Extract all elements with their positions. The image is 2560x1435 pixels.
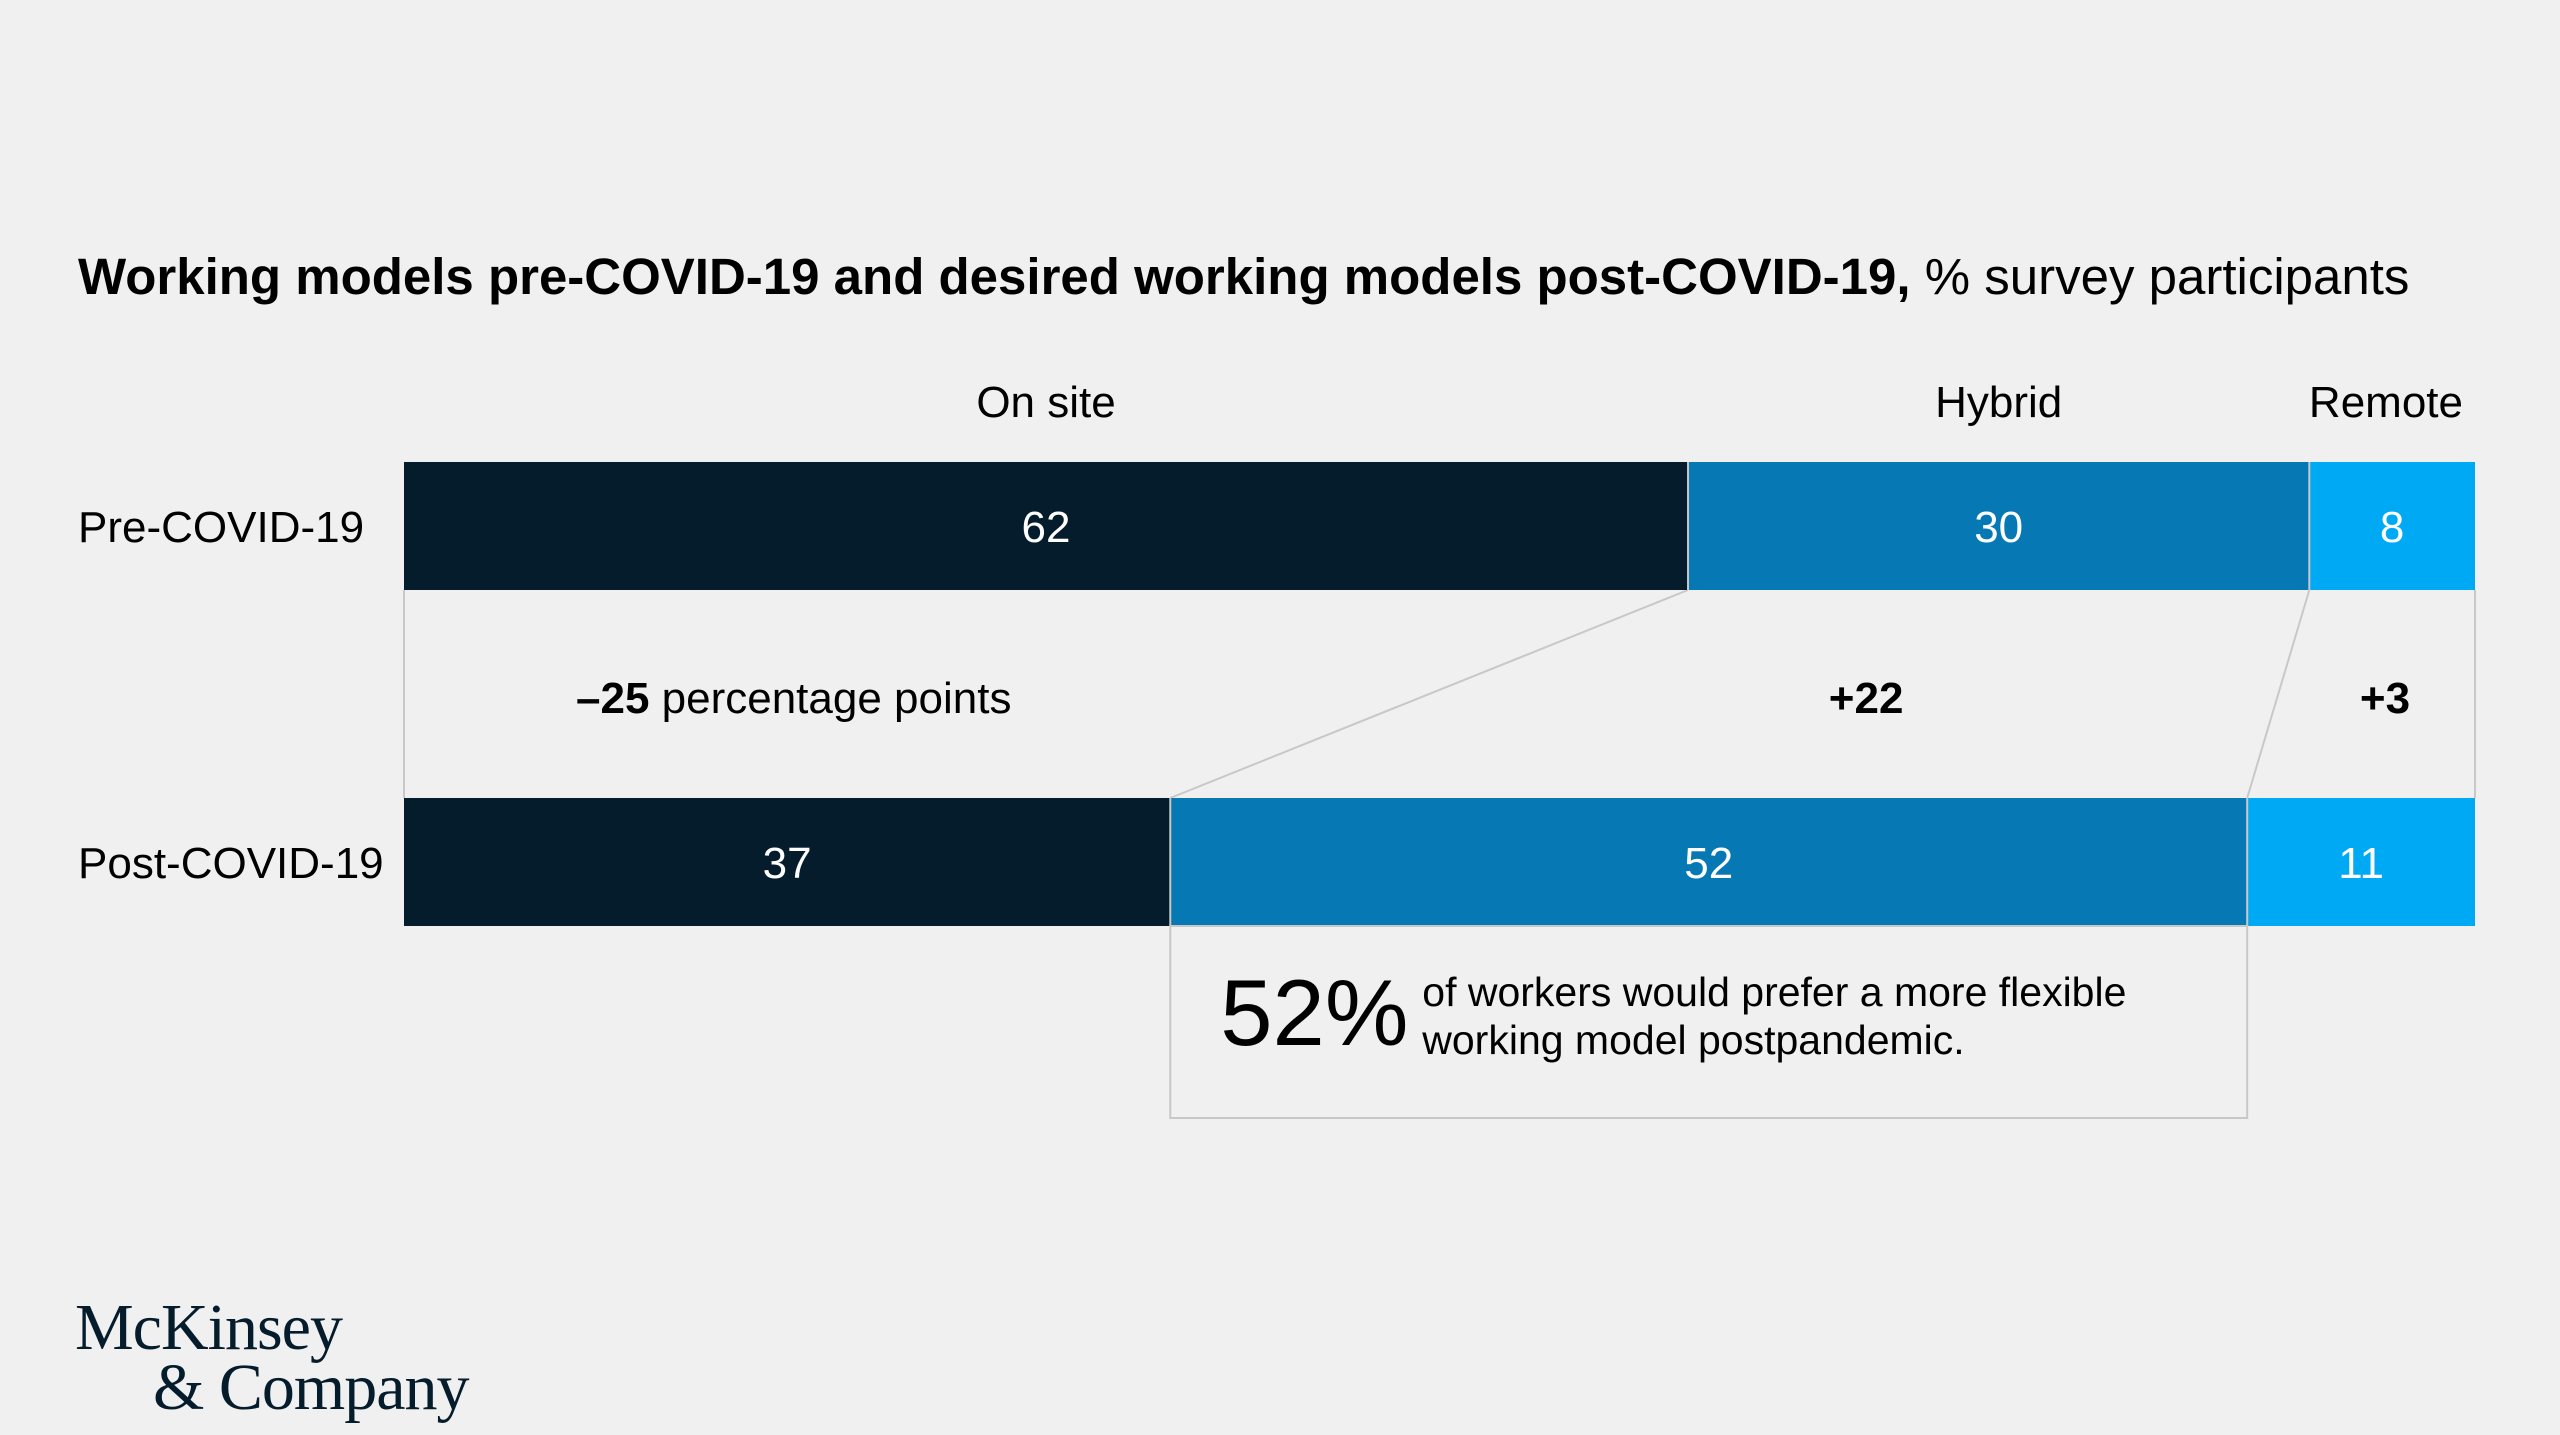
- connector-hybrid: [2246, 589, 2311, 799]
- mckinsey-logo: McKinsey & Company: [75, 1291, 469, 1424]
- chart-title: Working models pre-COVID-19 and desired …: [78, 246, 2409, 308]
- value-label-on-site-post-covid-19: 37: [763, 839, 812, 888]
- bar-remote-pre-covid-19: [2309, 462, 2475, 590]
- bar-hybrid-pre-covid-19: [1688, 462, 2310, 590]
- change-value-hybrid: +22: [1829, 674, 1904, 723]
- change-suffix-on-site: percentage points: [649, 674, 1011, 723]
- series-label-on-site: On site: [976, 378, 1115, 427]
- logo-line-1: McKinsey: [75, 1291, 343, 1364]
- bar-remote-post-covid-19: [2247, 798, 2475, 926]
- change-label-on-site: –25 percentage points: [576, 674, 1011, 723]
- logo-line-2: & Company: [153, 1351, 469, 1424]
- change-label-remote: +3: [2360, 674, 2410, 723]
- change-connectors: [403, 589, 2476, 799]
- bar-on-site-post-covid-19: [404, 798, 1171, 926]
- value-label-hybrid-post-covid-19: 52: [1684, 839, 1733, 888]
- callout-frame: [1169, 925, 2249, 1119]
- chart-title-unit: % survey participants: [1924, 248, 2410, 305]
- labels: Pre-COVID-19 62 30 8 Post-COVID-19 37 52 11 On s…: [78, 378, 2463, 888]
- change-value-remote: +3: [2360, 674, 2410, 723]
- callout-value: 52%: [1220, 960, 1408, 1065]
- connector-on-site: [1169, 589, 1689, 799]
- series-label-hybrid: Hybrid: [1935, 378, 2062, 427]
- bars: [404, 462, 2475, 926]
- series-label-remote: Remote: [2309, 378, 2463, 427]
- chart-title-main: Working models pre-COVID-19 and desired …: [78, 248, 1911, 305]
- value-label-on-site-pre-covid-19: 62: [1022, 503, 1071, 552]
- value-label-remote-post-covid-19: 11: [2338, 839, 2384, 888]
- change-label-hybrid: +22: [1829, 674, 1904, 723]
- value-label-hybrid-pre-covid-19: 30: [1974, 503, 2023, 552]
- callout-text-line-1: of workers would prefer a more flexible: [1422, 969, 2126, 1015]
- row-label-pre-covid-19: Pre-COVID-19: [78, 503, 364, 552]
- callout-box: 52% of workers would prefer a more flexib…: [1169, 925, 2249, 1119]
- bar-on-site-pre-covid-19: [404, 462, 1689, 590]
- value-label-remote-pre-covid-19: 8: [2380, 503, 2404, 552]
- change-value-on-site: –25: [576, 674, 649, 723]
- callout-text-line-2: working model postpandemic.: [1421, 1017, 1964, 1063]
- row-label-post-covid-19: Post-COVID-19: [78, 839, 384, 888]
- bar-hybrid-post-covid-19: [1170, 798, 2248, 926]
